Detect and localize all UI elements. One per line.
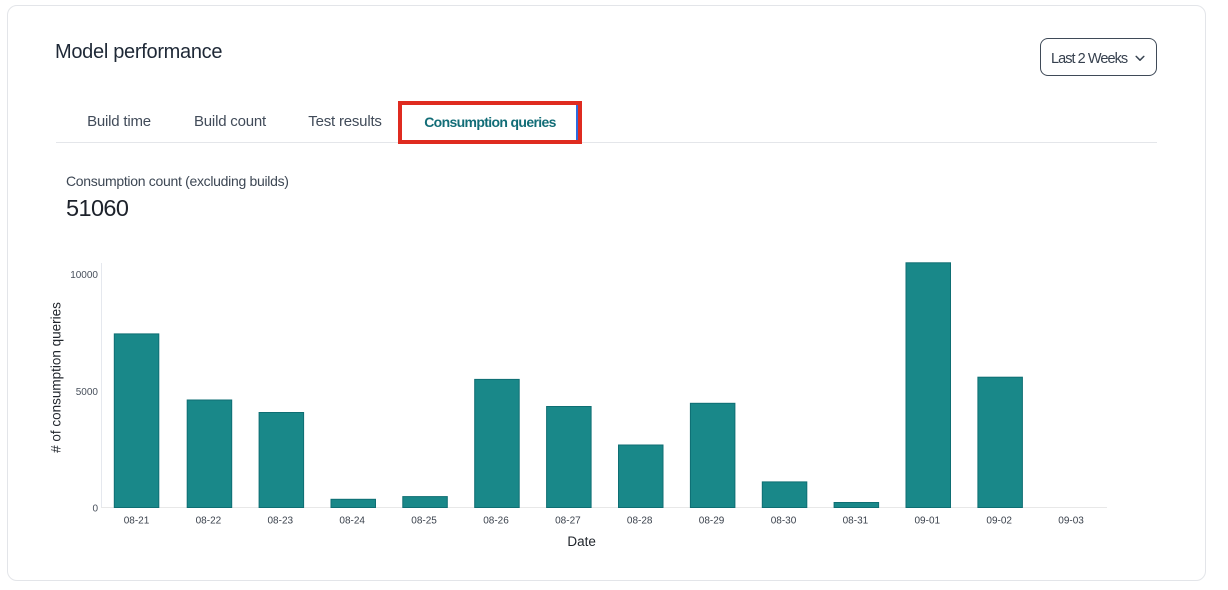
svg-text:08-24: 08-24 bbox=[339, 516, 365, 527]
svg-text:08-22: 08-22 bbox=[196, 516, 222, 527]
svg-text:09-02: 09-02 bbox=[986, 516, 1012, 527]
svg-text:09-01: 09-01 bbox=[915, 516, 941, 527]
svg-text:Date: Date bbox=[567, 534, 596, 549]
svg-text:08-27: 08-27 bbox=[555, 516, 581, 527]
svg-text:08-29: 08-29 bbox=[699, 516, 725, 527]
svg-text:08-26: 08-26 bbox=[483, 516, 509, 527]
svg-text:0: 0 bbox=[92, 504, 98, 515]
svg-text:08-21: 08-21 bbox=[124, 516, 150, 527]
svg-text:08-23: 08-23 bbox=[268, 516, 294, 527]
svg-text:# of consumption queries: # of consumption queries bbox=[49, 302, 64, 453]
svg-text:09-03: 09-03 bbox=[1058, 516, 1084, 527]
svg-text:08-30: 08-30 bbox=[771, 516, 797, 527]
svg-text:10000: 10000 bbox=[70, 270, 98, 281]
svg-text:08-28: 08-28 bbox=[627, 516, 653, 527]
svg-text:5000: 5000 bbox=[76, 387, 99, 398]
svg-text:08-25: 08-25 bbox=[411, 516, 437, 527]
svg-text:08-31: 08-31 bbox=[843, 516, 869, 527]
